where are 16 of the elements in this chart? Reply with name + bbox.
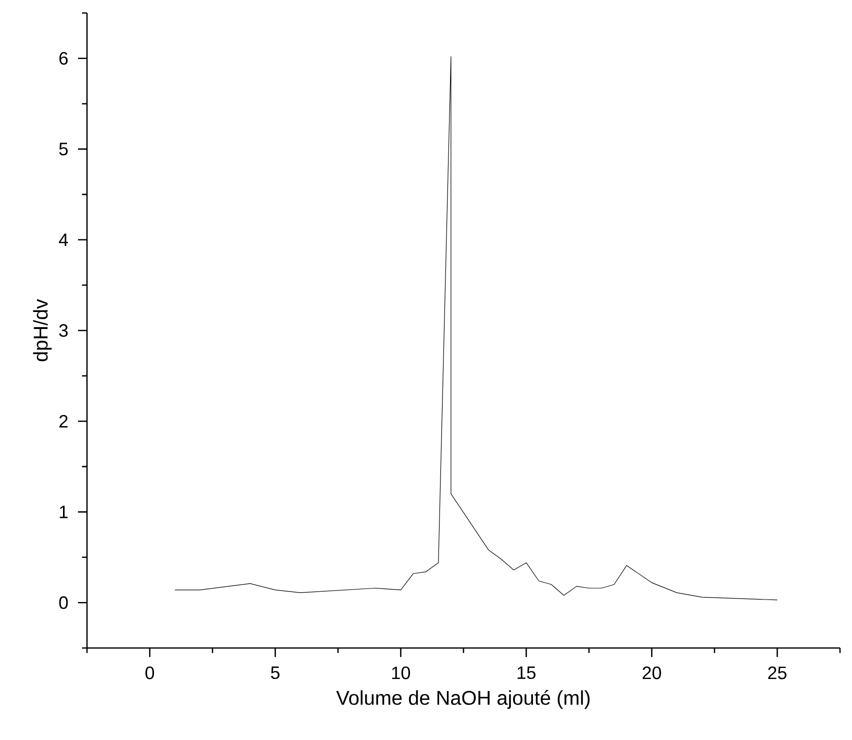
x-tick-label: 5	[270, 666, 280, 680]
x-tick-label: 10	[392, 666, 410, 680]
y-axis-title: dpH/dv	[33, 299, 52, 362]
line-series	[174, 56, 778, 600]
y-tick-label: 5	[59, 142, 68, 156]
y-tick-label: 4	[58, 234, 68, 246]
y-tick-label: 2	[59, 414, 68, 428]
x-axis-title: Volume de NaOH ajouté (ml)	[336, 690, 590, 709]
x-tick-label: 20	[642, 666, 662, 680]
y-tick-label: 0	[59, 596, 68, 609]
y-tick-label: 3	[59, 324, 68, 337]
y-tick-label: 1	[60, 506, 68, 518]
y-tick-label: 6	[59, 52, 68, 65]
x-tick-label: 15	[518, 666, 536, 680]
x-tick-label: 25	[768, 666, 786, 680]
x-tick-label: 0	[145, 666, 154, 680]
